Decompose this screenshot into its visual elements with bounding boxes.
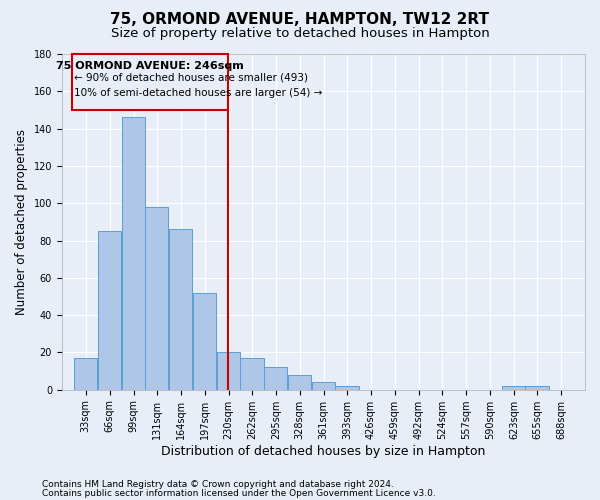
Bar xyxy=(502,386,526,390)
Bar xyxy=(288,375,311,390)
Bar xyxy=(217,352,241,390)
Text: Contains HM Land Registry data © Crown copyright and database right 2024.: Contains HM Land Registry data © Crown c… xyxy=(42,480,394,489)
Bar xyxy=(145,207,169,390)
Bar xyxy=(312,382,335,390)
Y-axis label: Number of detached properties: Number of detached properties xyxy=(15,129,28,315)
Bar xyxy=(193,292,217,390)
Text: 10% of semi-detached houses are larger (54) →: 10% of semi-detached houses are larger (… xyxy=(74,88,323,98)
Bar xyxy=(335,386,359,390)
Bar xyxy=(169,230,193,390)
Text: Contains public sector information licensed under the Open Government Licence v3: Contains public sector information licen… xyxy=(42,488,436,498)
Bar xyxy=(122,118,145,390)
Bar xyxy=(264,368,287,390)
Text: 75, ORMOND AVENUE, HAMPTON, TW12 2RT: 75, ORMOND AVENUE, HAMPTON, TW12 2RT xyxy=(110,12,490,28)
Text: Size of property relative to detached houses in Hampton: Size of property relative to detached ho… xyxy=(110,28,490,40)
Bar xyxy=(98,231,121,390)
X-axis label: Distribution of detached houses by size in Hampton: Distribution of detached houses by size … xyxy=(161,444,485,458)
Bar xyxy=(74,358,97,390)
Text: ← 90% of detached houses are smaller (493): ← 90% of detached houses are smaller (49… xyxy=(74,72,308,83)
Text: 75 ORMOND AVENUE: 246sqm: 75 ORMOND AVENUE: 246sqm xyxy=(56,60,244,70)
Bar xyxy=(526,386,549,390)
Bar xyxy=(73,54,227,110)
Bar xyxy=(240,358,263,390)
